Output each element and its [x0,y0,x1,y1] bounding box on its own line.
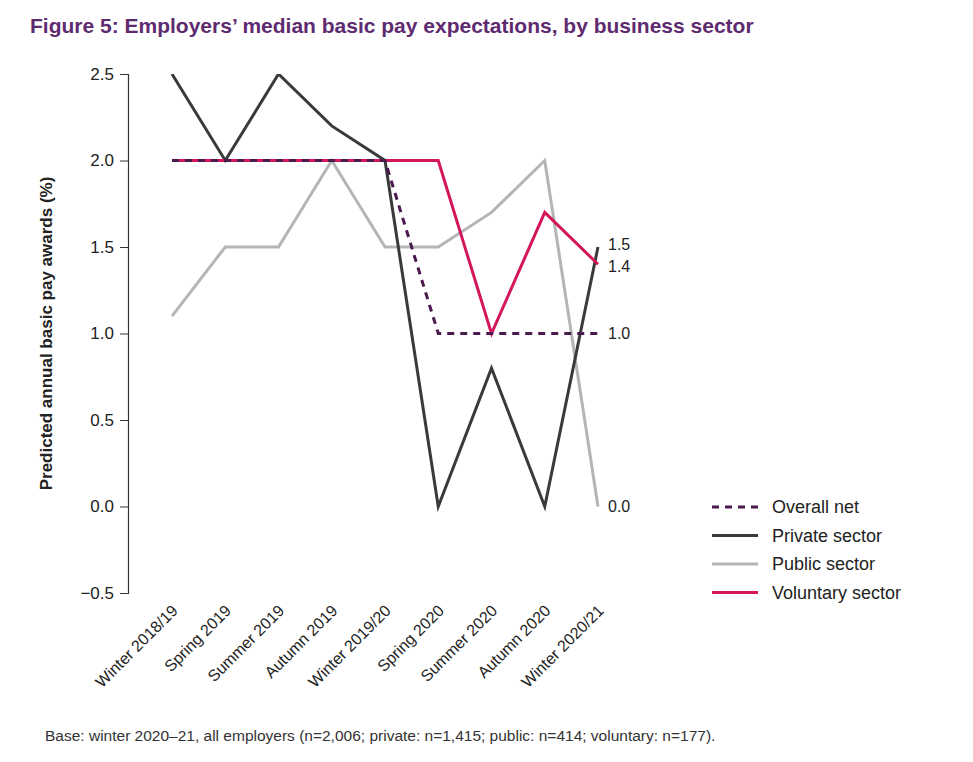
y-tick: 0.0 [90,497,128,516]
legend-swatch [712,534,758,537]
x-tick-label: Winter 2018/19 [92,602,181,691]
y-tick-mark [120,334,128,335]
chart-title: Figure 5: Employers’ median basic pay ex… [30,14,754,37]
data-label: 1.4 [608,258,630,275]
y-tick: 1.0 [90,324,128,343]
chart-svg: Figure 5: Employers’ median basic pay ex… [0,0,973,762]
legend-item: Overall net [712,497,859,517]
y-tick-label: −0.5 [80,584,114,603]
legend-item: Voluntary sector [712,583,901,603]
y-tick-mark [120,247,128,248]
y-axis-title: Predicted annual basic pay awards (%) [37,177,56,491]
footnote: Base: winter 2020–21, all employers (n=2… [45,727,715,744]
series-line [172,161,598,507]
y-tick-mark [120,507,128,508]
plot-lines [172,74,598,507]
series-line [172,74,598,507]
y-tick: 1.5 [90,238,128,257]
data-label: 0.0 [608,498,630,515]
y-tick-label: 1.5 [90,238,114,257]
legend-label: Voluntary sector [772,583,901,603]
y-tick-label: 1.0 [90,324,114,343]
legend-swatch [712,591,758,594]
x-tick-label: Winter 2020/21 [518,602,607,691]
y-tick-label: 2.5 [90,65,114,84]
y-tick-mark [120,74,128,75]
x-tick: Winter 2018/19 [92,602,181,691]
y-tick: 0.5 [90,411,128,430]
y-tick: −0.5 [80,584,128,603]
y-tick-mark [120,593,128,594]
y-tick-label: 0.0 [90,497,114,516]
y-axis: −0.5 0.0 0.5 1.0 1.5 2.0 2.5 [80,65,128,603]
y-tick-label: 2.0 [90,151,114,170]
y-axis-line [120,75,129,594]
legend-label: Private sector [772,526,882,546]
series-line [172,161,598,334]
legend: Overall net Private sector Public sector Vo… [712,497,901,603]
x-tick: Winter 2019/20 [305,602,394,691]
data-label: 1.0 [608,325,630,342]
data-labels: 1.5 1.4 1.0 0.0 [608,236,630,515]
legend-swatch [712,563,758,566]
y-tick-mark [120,420,128,421]
chart-container: Figure 5: Employers’ median basic pay ex… [0,0,973,762]
legend-item: Public sector [712,554,875,574]
series-line [172,161,598,334]
legend-swatch [712,506,758,509]
y-tick-mark [120,161,128,162]
data-label: 1.5 [608,236,630,253]
legend-item: Private sector [712,526,882,546]
legend-label: Public sector [772,554,875,574]
y-tick: 2.0 [90,151,128,170]
x-tick: Winter 2020/21 [518,602,607,691]
y-tick-label: 0.5 [90,411,114,430]
x-axis: Winter 2018/19Spring 2019Summer 2019Autu… [92,602,607,691]
x-tick-label: Winter 2019/20 [305,602,394,691]
legend-label: Overall net [772,497,859,517]
y-tick: 2.5 [90,65,128,84]
